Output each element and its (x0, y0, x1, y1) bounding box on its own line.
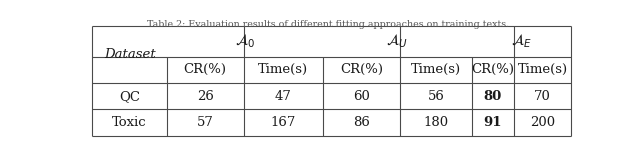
Text: Time(s): Time(s) (411, 63, 461, 76)
Text: 26: 26 (197, 90, 214, 103)
Text: $\mathcal{A}_U$: $\mathcal{A}_U$ (387, 32, 408, 50)
Text: 57: 57 (197, 116, 214, 129)
Text: 80: 80 (484, 90, 502, 103)
Text: CR(%): CR(%) (472, 63, 515, 76)
Text: CR(%): CR(%) (184, 63, 227, 76)
Text: Time(s): Time(s) (518, 63, 568, 76)
Text: Time(s): Time(s) (259, 63, 308, 76)
Text: Table 2: Evaluation results of different fitting approaches on training texts.: Table 2: Evaluation results of different… (147, 20, 509, 29)
Text: Dataset: Dataset (104, 48, 156, 61)
Text: 180: 180 (423, 116, 449, 129)
Text: 167: 167 (271, 116, 296, 129)
Text: 60: 60 (353, 90, 370, 103)
Text: CR(%): CR(%) (340, 63, 383, 76)
Text: Toxic: Toxic (112, 116, 147, 129)
Text: 70: 70 (534, 90, 551, 103)
Text: QC: QC (119, 90, 140, 103)
Text: 47: 47 (275, 90, 292, 103)
Text: 86: 86 (353, 116, 370, 129)
Text: 200: 200 (530, 116, 555, 129)
Text: 56: 56 (428, 90, 444, 103)
Text: $\mathcal{A}_E$: $\mathcal{A}_E$ (511, 32, 532, 50)
Text: 91: 91 (484, 116, 502, 129)
Text: $\mathcal{A}_0$: $\mathcal{A}_0$ (235, 32, 255, 50)
